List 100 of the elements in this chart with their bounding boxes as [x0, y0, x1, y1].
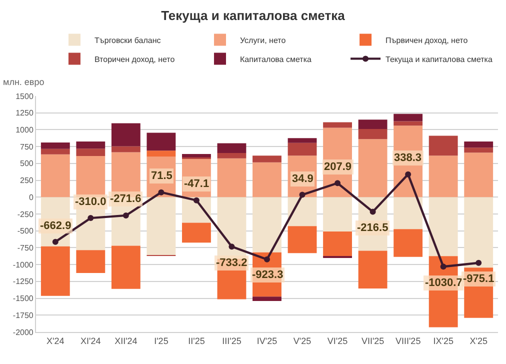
- bar: [358, 139, 388, 198]
- x-tick-label: II'25: [188, 336, 205, 346]
- data-label: -310.0: [75, 196, 106, 208]
- bar: [146, 150, 176, 157]
- point: [476, 260, 482, 266]
- bar: [358, 250, 388, 289]
- bar: [76, 142, 106, 149]
- bar: [111, 146, 140, 152]
- legend-label: Вторичен доход, нето: [94, 54, 176, 64]
- bar: [40, 142, 70, 149]
- legend-label: Първичен доход, нето: [386, 36, 468, 45]
- bar: [394, 197, 423, 230]
- data-label: -662.9: [40, 220, 72, 232]
- x-tick-label: I'25: [154, 336, 168, 346]
- legend-label: Търговски баланс: [94, 36, 161, 45]
- point: [158, 189, 164, 196]
- point: [264, 256, 270, 262]
- y-tick-label: 1250: [16, 108, 34, 118]
- x-tick-label: VII'25: [361, 336, 384, 346]
- bar: [182, 154, 211, 158]
- point: [88, 215, 94, 222]
- bar: [217, 158, 246, 198]
- x-tick-label: VIII'25: [395, 336, 421, 346]
- y-tick-label: -2000: [12, 328, 34, 337]
- bar: [217, 143, 246, 153]
- data-label: 207.9: [324, 161, 352, 173]
- bar: [76, 148, 106, 156]
- bar: [76, 156, 106, 198]
- x-tick-label: X'24: [46, 336, 64, 346]
- legend-label: Услуги, нето: [240, 36, 286, 45]
- bar: [40, 148, 70, 154]
- bar: [111, 246, 140, 289]
- y-tick-label: -500: [17, 226, 34, 236]
- data-label: -923.3: [252, 269, 284, 281]
- x-tick-label: V'25: [293, 336, 312, 346]
- bar: [288, 197, 317, 226]
- x-tick-label: IV'25: [256, 336, 278, 346]
- data-label: -975.1: [463, 273, 494, 285]
- point: [299, 192, 306, 198]
- y-tick-label: 250: [20, 176, 34, 186]
- bar: [146, 197, 176, 256]
- point: [405, 171, 412, 178]
- y-tick-label: 1000: [16, 126, 34, 135]
- x-tick-label: X'25: [470, 336, 488, 346]
- bar: [428, 156, 458, 198]
- data-label: -733.2: [216, 257, 248, 269]
- bar: [464, 142, 494, 148]
- bar: [252, 296, 282, 301]
- bar: [288, 226, 317, 254]
- bar: [323, 122, 352, 128]
- bar: [111, 123, 140, 146]
- x-tick-label: XI'24: [80, 336, 101, 346]
- text: млн. евро: [3, 77, 44, 87]
- y-tick-label: -1250: [12, 277, 34, 286]
- x-tick-label: XII'24: [114, 336, 138, 346]
- y-tick-label: -250: [17, 210, 34, 219]
- x-tick-label: III'25: [222, 336, 242, 346]
- bar: [288, 142, 317, 156]
- data-label: 338.3: [394, 152, 422, 164]
- point: [228, 244, 235, 250]
- bar: [323, 232, 352, 257]
- data-label: -47.1: [184, 178, 210, 190]
- bar: [394, 229, 423, 257]
- y-tick-label: -1500: [12, 294, 34, 304]
- bar: [76, 250, 106, 273]
- bar: [252, 197, 282, 252]
- point: [193, 197, 200, 204]
- point: [122, 212, 129, 218]
- chart-title: Текуща и капиталова сметка: [161, 8, 346, 24]
- point: [334, 180, 341, 186]
- bar: [288, 138, 317, 143]
- bar: [464, 152, 494, 198]
- bar: [428, 197, 458, 256]
- y-tick-label: 750: [20, 142, 34, 152]
- x-tick-label: VI'25: [327, 336, 348, 346]
- bar: [358, 129, 388, 140]
- bar: [252, 162, 282, 198]
- bar: [394, 121, 423, 126]
- data-label: 71.5: [151, 170, 172, 182]
- y-tick-label: 1500: [16, 92, 34, 101]
- y-tick-label: -1000: [12, 260, 34, 270]
- data-label: -1030.7: [425, 277, 462, 289]
- bar: [252, 156, 282, 162]
- bar: [182, 222, 211, 243]
- bar: [358, 120, 388, 130]
- y-tick-label: 0: [28, 192, 34, 202]
- bar: [394, 114, 423, 122]
- bar: [40, 246, 70, 296]
- data-label: -216.5: [357, 222, 388, 234]
- y-tick-label: -1750: [12, 310, 34, 320]
- bar: [217, 152, 246, 158]
- data-label: -271.6: [110, 193, 142, 205]
- bar: [40, 154, 70, 198]
- bar: [464, 197, 494, 268]
- bar: [146, 132, 176, 151]
- point: [52, 238, 58, 245]
- x-tick-label: IX'25: [433, 336, 454, 346]
- legend-label: Капиталова сметка: [240, 54, 312, 64]
- point: [370, 208, 376, 215]
- y-tick-label: 500: [20, 159, 34, 168]
